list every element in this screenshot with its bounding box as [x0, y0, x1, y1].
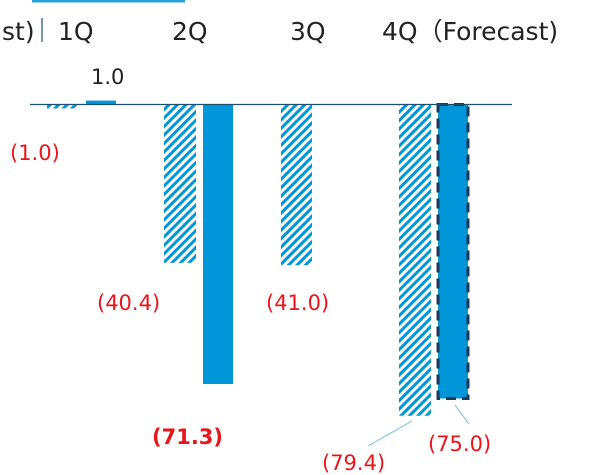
hatched-value-label: (1.0): [10, 141, 60, 165]
hatched-bar: [47, 104, 79, 109]
forecast-solid-bar: [436, 103, 470, 400]
category-label: 1Q: [58, 17, 94, 46]
category-label: 4Q（Forecast): [382, 17, 558, 46]
leader-line: [367, 420, 413, 447]
solid-bar: [203, 104, 233, 384]
hatched-value-label: (41.0): [266, 291, 329, 315]
solid-value-label: 1.0: [91, 65, 124, 89]
category-label: 2Q: [172, 17, 208, 46]
hatched-bar: [399, 104, 431, 416]
hatched-bar: [164, 104, 196, 263]
leader-line: [454, 404, 470, 425]
solid-value-label: (75.0): [428, 432, 491, 456]
hatched-value-label: (40.4): [97, 291, 160, 315]
header-fragment-text: st): [2, 17, 35, 46]
emphasized-value-label: (71.3): [152, 425, 223, 449]
solid-bar: [86, 100, 116, 105]
category-label: 3Q: [290, 17, 326, 46]
hatched-value-label: (79.4): [322, 451, 385, 475]
hatched-bar: [281, 104, 312, 266]
